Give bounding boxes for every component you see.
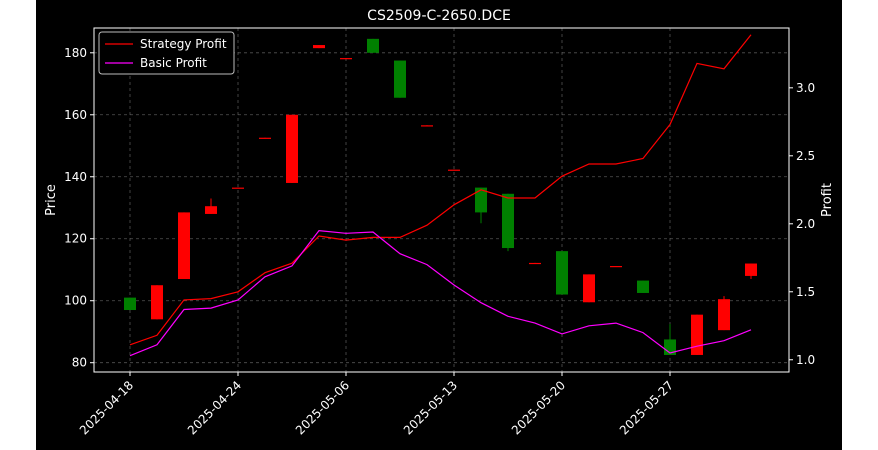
candle (583, 274, 595, 303)
y-tick-label: 180 (64, 46, 87, 60)
candle-body (259, 137, 271, 139)
candle-body (745, 263, 757, 276)
candle-body (421, 125, 433, 127)
legend-label-strategy: Strategy Profit (140, 37, 227, 51)
strategy-profit-line (129, 34, 752, 346)
candle-body (556, 251, 568, 295)
y-tick-label: 160 (64, 108, 87, 122)
profit-lines (129, 34, 752, 357)
basic-profit-line (129, 229, 752, 357)
figure-background (36, 0, 842, 450)
y-tick-label: 140 (64, 170, 87, 184)
candle-body (448, 169, 460, 171)
y-axis-right: 1.0 1.5 2.0 2.5 3.0 (789, 81, 815, 367)
candle-body (340, 58, 352, 60)
candle-body (691, 314, 703, 355)
candle (124, 297, 136, 311)
candle (151, 285, 163, 320)
legend: Strategy Profit Basic Profit (98, 31, 235, 75)
candle-body (286, 114, 298, 183)
candle-body (367, 38, 379, 53)
y-tick-label: 80 (72, 356, 87, 370)
candle-body (583, 274, 595, 303)
candle-body (502, 193, 514, 249)
y2-tick-label: 3.0 (796, 81, 815, 95)
candle-body (313, 45, 325, 49)
y2-axis-title: Profit (820, 183, 835, 217)
legend-label-basic: Basic Profit (140, 56, 207, 70)
candle-body (475, 187, 487, 213)
candle (367, 38, 379, 53)
candle (475, 187, 487, 224)
y-axis-left: 80 100 120 140 160 180 (64, 46, 94, 370)
candle (394, 60, 406, 98)
candle-body (124, 297, 136, 311)
candle (205, 198, 217, 214)
candle-body (178, 212, 190, 280)
y-tick-label: 120 (64, 232, 87, 246)
candle-body (637, 280, 649, 293)
candle-body (205, 206, 217, 214)
candle (745, 263, 757, 280)
candle (691, 314, 703, 355)
y2-tick-label: 2.5 (796, 149, 815, 163)
candle-body (718, 299, 730, 331)
candle-body (529, 262, 541, 265)
y-tick-label: 100 (64, 294, 87, 308)
candle (610, 266, 622, 268)
candle (313, 45, 325, 49)
candle (529, 262, 541, 265)
candle-body (232, 187, 244, 189)
candle (421, 125, 433, 127)
y2-tick-label: 1.5 (796, 285, 815, 299)
candle (502, 193, 514, 252)
plot-frame (93, 27, 790, 373)
candle (637, 280, 649, 293)
candle (448, 169, 460, 171)
chart-title: CS2509-C-2650.DCE (367, 8, 511, 24)
candle-body (394, 60, 406, 98)
y2-tick-label: 2.0 (796, 217, 815, 231)
candle (178, 212, 190, 280)
candle (232, 187, 244, 189)
candle (718, 296, 730, 331)
candle (340, 58, 352, 60)
candles (124, 38, 757, 355)
candle (556, 251, 568, 295)
y-axis-title: Price (44, 184, 59, 216)
candle (259, 137, 271, 139)
y2-tick-label: 1.0 (796, 353, 815, 367)
candle (286, 114, 298, 183)
candle-body (151, 285, 163, 320)
candle-body (610, 266, 622, 268)
